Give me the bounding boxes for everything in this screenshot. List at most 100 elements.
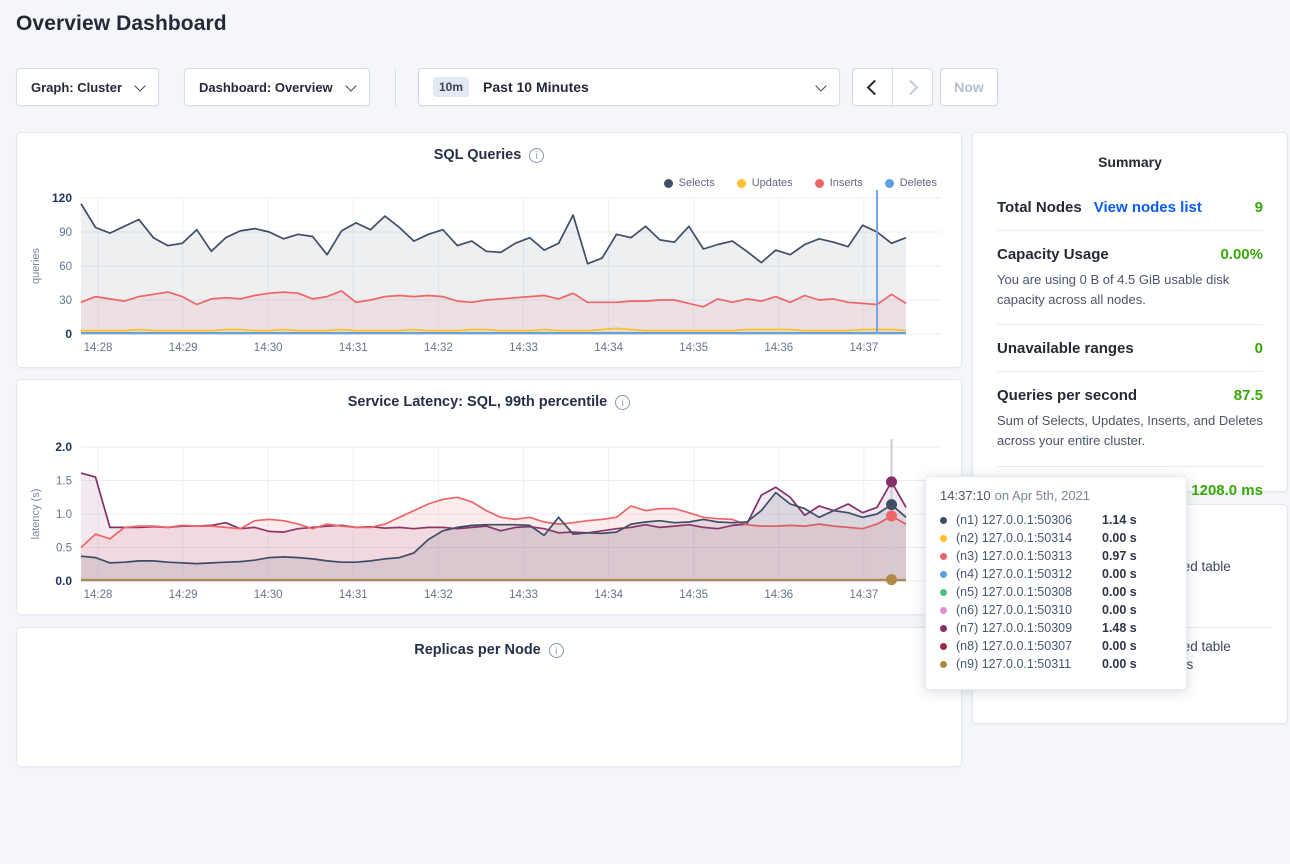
svg-text:14:30: 14:30 — [254, 342, 283, 354]
tooltip-time: 14:37:10 — [940, 488, 991, 503]
node-color-dot-icon — [940, 660, 947, 668]
total-nodes-value: 9 — [1254, 199, 1263, 216]
tooltip-node-row: (n8) 127.0.0.1:50307 0.00 s — [940, 637, 1172, 655]
next-time-button[interactable] — [892, 69, 932, 105]
unavailable-ranges-label: Unavailable ranges — [997, 340, 1134, 358]
hover-point-dot — [886, 510, 898, 522]
toolbar-divider — [395, 68, 396, 106]
node-color-dot-icon — [940, 534, 947, 542]
queries-per-second-description: Sum of Selects, Updates, Inserts, and De… — [997, 413, 1263, 449]
summary-title: Summary — [1098, 154, 1162, 170]
unavailable-ranges-value: 0 — [1254, 340, 1263, 358]
chart-canvas[interactable] — [17, 628, 963, 864]
legend-label: Updates — [751, 177, 793, 189]
svg-text:14:28: 14:28 — [84, 589, 113, 601]
chart-canvas[interactable]: 0.0 0.5 1.0 1.5 2.0 14:28 14:29 14:30 14:31 14:32… — [17, 380, 963, 616]
capacity-usage-value: 0.00% — [1220, 246, 1263, 263]
svg-text:14:29: 14:29 — [169, 342, 198, 354]
summary-row-qps: Queries per second 87.5 Sum of Selects, … — [997, 372, 1263, 467]
dashboard-dropdown[interactable]: Dashboard: Overview — [184, 68, 370, 106]
svg-text:14:28: 14:28 — [84, 342, 113, 354]
tooltip-node-value: 0.00 s — [1102, 639, 1137, 653]
legend-item-deletes[interactable]: Deletes — [884, 177, 937, 189]
info-icon[interactable]: i — [615, 394, 631, 410]
tooltip-node-address: (n5) 127.0.0.1:50308 — [956, 585, 1073, 599]
chevron-right-icon — [902, 79, 919, 95]
svg-text:1.5: 1.5 — [56, 476, 72, 488]
service-latency-panel: Service Latency: SQL, 99th percentile i … — [16, 379, 962, 615]
svg-text:60: 60 — [59, 261, 72, 273]
svg-text:90: 90 — [59, 227, 72, 239]
svg-text:2.0: 2.0 — [55, 440, 72, 454]
dashboard-label: Dashboard: Overview — [199, 79, 333, 95]
svg-text:0: 0 — [65, 327, 72, 341]
graph-scope-dropdown[interactable]: Graph: Cluster — [16, 68, 159, 106]
chart-hover-tooltip: 14:37:10 on Apr 5th, 2021 (n1) 127.0.0.1:… — [925, 476, 1187, 690]
tooltip-date: on Apr 5th, 2021 — [994, 488, 1091, 503]
total-nodes-label: Total Nodes — [997, 199, 1082, 216]
info-icon[interactable]: i — [529, 147, 545, 163]
svg-text:14:37: 14:37 — [850, 342, 879, 354]
chart-canvas[interactable]: 0 30 60 90 120 14:28 14:29 14:30 14:31 14:32 14:33… — [17, 133, 963, 369]
replicas-per-node-panel: Replicas per Node i — [16, 627, 962, 767]
svg-text:14:32: 14:32 — [424, 589, 453, 601]
tooltip-node-value: 1.48 s — [1102, 621, 1137, 635]
summary-row-total-nodes: Total Nodes View nodes list 9 — [997, 184, 1263, 231]
info-icon[interactable]: i — [548, 642, 564, 658]
node-color-dot-icon — [940, 552, 947, 560]
svg-text:queries: queries — [30, 247, 42, 284]
node-color-dot-icon — [940, 606, 947, 614]
svg-text:14:33: 14:33 — [509, 342, 538, 354]
tooltip-node-row: (n5) 127.0.0.1:50308 0.00 s — [940, 583, 1172, 601]
view-nodes-list-link[interactable]: View nodes list — [1093, 199, 1202, 216]
svg-text:latency (s): latency (s) — [30, 489, 42, 540]
time-range-dropdown[interactable]: 10m Past 10 Minutes — [418, 68, 840, 106]
tooltip-node-row: (n2) 127.0.0.1:50314 0.00 s — [940, 529, 1172, 547]
tooltip-node-address: (n6) 127.0.0.1:50310 — [956, 603, 1073, 617]
legend-dot-icon — [814, 178, 824, 188]
node-color-dot-icon — [940, 570, 947, 578]
svg-text:14:37: 14:37 — [850, 589, 879, 601]
tooltip-node-value: 0.00 s — [1102, 657, 1137, 671]
tooltip-node-row: (n3) 127.0.0.1:50313 0.97 s — [940, 547, 1172, 565]
tooltip-node-row: (n7) 127.0.0.1:50309 1.48 s — [940, 619, 1172, 637]
time-nav-button-group — [852, 68, 933, 106]
svg-text:14:32: 14:32 — [424, 342, 453, 354]
legend-item-inserts[interactable]: Inserts — [814, 177, 863, 189]
chevron-down-icon — [815, 79, 827, 92]
previous-time-button[interactable] — [853, 69, 892, 105]
legend-dot-icon — [663, 178, 673, 188]
node-color-dot-icon — [940, 642, 947, 650]
tooltip-node-row: (n4) 127.0.0.1:50312 0.00 s — [940, 565, 1172, 583]
tooltip-timestamp: 14:37:10 on Apr 5th, 2021 — [940, 488, 1172, 503]
now-button[interactable]: Now — [940, 68, 998, 106]
legend-item-updates[interactable]: Updates — [736, 177, 793, 189]
event-divider — [1161, 627, 1273, 628]
sql-queries-legend: Selects Updates Inserts Deletes — [663, 177, 937, 189]
time-range-badge: 10m — [433, 77, 470, 97]
p99-latency-value: 1208.0 ms — [1191, 481, 1263, 499]
tooltip-node-value: 0.00 s — [1102, 567, 1137, 581]
time-range-label: Past 10 Minutes — [483, 79, 589, 95]
tooltip-node-value: 0.97 s — [1102, 549, 1137, 563]
hover-point-dot — [886, 499, 898, 511]
queries-per-second-value: 87.5 — [1233, 387, 1263, 405]
tooltip-node-address: (n3) 127.0.0.1:50313 — [956, 549, 1073, 563]
svg-text:14:34: 14:34 — [594, 342, 623, 354]
tooltip-node-address: (n4) 127.0.0.1:50312 — [956, 567, 1073, 581]
legend-item-selects[interactable]: Selects — [663, 177, 715, 189]
capacity-usage-description: You are using 0 B of 4.5 GiB usable disk… — [997, 272, 1230, 308]
legend-dot-icon — [736, 178, 746, 188]
node-color-dot-icon — [940, 624, 947, 632]
svg-text:0.0: 0.0 — [55, 574, 72, 588]
tooltip-node-address: (n7) 127.0.0.1:50309 — [956, 621, 1073, 635]
summary-row-capacity: Capacity Usage 0.00% You are using 0 B o… — [997, 231, 1263, 326]
svg-text:120: 120 — [52, 191, 72, 205]
svg-text:14:31: 14:31 — [339, 589, 368, 601]
svg-text:0.5: 0.5 — [56, 543, 72, 555]
chevron-down-icon — [345, 79, 357, 92]
tooltip-node-value: 0.00 s — [1102, 585, 1137, 599]
svg-text:30: 30 — [59, 295, 72, 307]
svg-text:14:29: 14:29 — [169, 589, 198, 601]
summary-row-unavailable-ranges: Unavailable ranges 0 — [997, 325, 1263, 373]
